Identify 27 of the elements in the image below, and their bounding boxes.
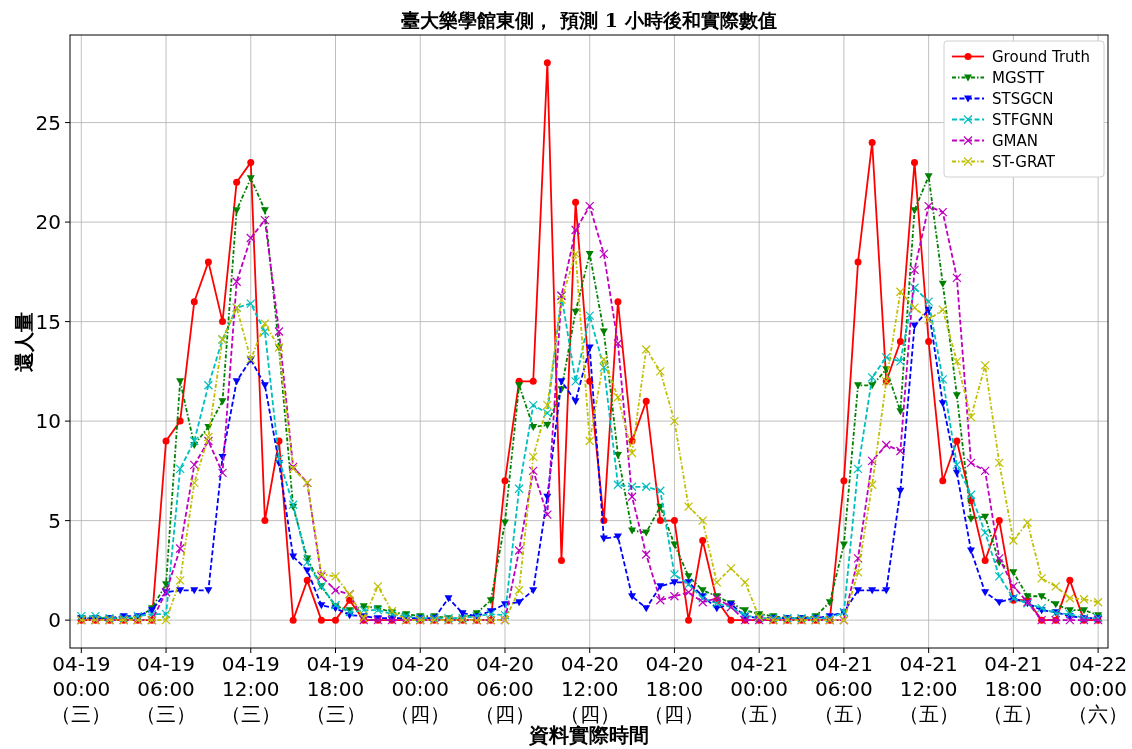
y-tick-label: 20	[35, 210, 61, 235]
legend-label: MGSTT	[992, 69, 1045, 87]
x-tick-label: 04-21 18:00 （五）	[983, 652, 1044, 726]
y-tick-label: 0	[48, 608, 61, 633]
y-tick-label: 15	[35, 309, 61, 334]
x-tick-label: 04-20 12:00 （四）	[559, 652, 620, 726]
x-tick-label: 04-21 12:00 （五）	[898, 652, 959, 726]
x-tick-label: 04-21 00:00 （五）	[729, 652, 790, 726]
y-axis-title: 還人量	[12, 311, 36, 372]
y-tick-label: 10	[35, 409, 61, 434]
chart-title: 臺大樂學館東側， 預測 1 小時後和實際數值	[401, 9, 777, 31]
x-tick-label: 04-20 18:00 （四）	[644, 652, 705, 726]
x-tick-label: 04-19 12:00 （三）	[220, 652, 281, 726]
x-tick-label: 04-19 18:00 （三）	[305, 652, 366, 726]
x-tick-label: 04-20 00:00 （四）	[390, 652, 451, 726]
legend-label: ST-GRAT	[992, 153, 1056, 171]
legend-label: STFGNN	[992, 111, 1054, 129]
legend-label: Ground Truth	[992, 48, 1090, 66]
legend-label: GMAN	[992, 132, 1039, 150]
x-tick-label: 04-21 06:00 （五）	[813, 652, 874, 726]
x-tick-label: 04-22 00:00 （六）	[1068, 652, 1129, 726]
x-tick-label: 04-20 06:00 （四）	[474, 652, 535, 726]
y-tick-label: 25	[35, 110, 61, 135]
legend-label: STSGCN	[992, 90, 1054, 108]
y-tick-label: 5	[48, 508, 61, 533]
x-tick-label: 04-19 06:00 （三）	[136, 652, 197, 726]
x-tick-label: 04-19 00:00 （三）	[51, 652, 112, 726]
